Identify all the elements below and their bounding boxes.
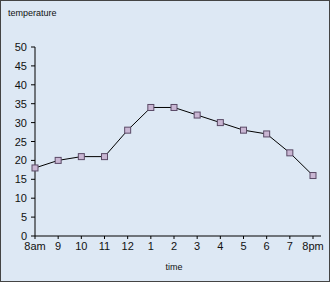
y-tick: [31, 198, 35, 199]
y-tick: [31, 122, 35, 123]
marker: [125, 127, 131, 133]
y-tick: [31, 103, 35, 104]
y-tick: [31, 179, 35, 180]
x-tick-label: 8pm: [302, 240, 323, 252]
x-tick-label: 6: [264, 240, 270, 252]
chart-container: temperature051015202530354045508am910111…: [0, 0, 330, 282]
x-axis-label: time: [165, 262, 182, 272]
chart: temperature051015202530354045508am910111…: [0, 0, 330, 282]
marker: [148, 104, 154, 110]
y-tick-label: 45: [15, 60, 27, 72]
y-tick: [31, 84, 35, 85]
marker: [217, 120, 223, 126]
x-tick: [243, 236, 244, 239]
x-tick: [58, 236, 59, 239]
x-tick-label: 10: [75, 240, 87, 252]
marker: [194, 112, 200, 118]
x-tick: [104, 236, 105, 239]
y-tick: [31, 141, 35, 142]
marker: [32, 165, 38, 171]
x-tick: [174, 236, 175, 239]
line: [35, 107, 313, 175]
y-tick-label: 10: [15, 192, 27, 204]
x-tick-label: 8am: [24, 240, 45, 252]
x-tick-label: 1: [148, 240, 154, 252]
y-tick-label: 50: [15, 41, 27, 53]
x-tick-label: 12: [122, 240, 134, 252]
x-tick-label: 3: [194, 240, 200, 252]
x-tick-label: 7: [287, 240, 293, 252]
y-tick-label: 5: [21, 211, 27, 223]
x-tick: [197, 236, 198, 239]
x-tick: [289, 236, 290, 239]
y-tick: [31, 160, 35, 161]
plot-area: [29, 41, 319, 236]
marker: [78, 154, 84, 160]
x-tick: [127, 236, 128, 239]
y-tick-label: 40: [15, 79, 27, 91]
y-tick: [31, 217, 35, 218]
x-tick-label: 9: [55, 240, 61, 252]
x-axis: [35, 236, 321, 237]
marker: [287, 150, 293, 156]
y-tick-label: 20: [15, 154, 27, 166]
x-tick: [35, 236, 36, 239]
y-tick: [31, 236, 35, 237]
y-tick: [31, 65, 35, 66]
y-tick: [31, 47, 35, 48]
y-tick-label: 15: [15, 173, 27, 185]
marker: [171, 104, 177, 110]
marker: [241, 127, 247, 133]
marker: [102, 154, 108, 160]
marker: [310, 173, 316, 179]
marker: [264, 131, 270, 137]
x-tick-label: 2: [171, 240, 177, 252]
x-tick: [150, 236, 151, 239]
x-tick-label: 4: [217, 240, 223, 252]
x-tick: [81, 236, 82, 239]
x-tick: [266, 236, 267, 239]
marker: [55, 157, 61, 163]
y-tick-label: 35: [15, 98, 27, 110]
x-tick-label: 5: [240, 240, 246, 252]
y-axis-label: temperature: [8, 8, 57, 18]
y-tick-label: 30: [15, 117, 27, 129]
x-tick: [313, 236, 314, 239]
x-tick-label: 11: [99, 240, 110, 252]
x-tick: [220, 236, 221, 239]
y-tick-label: 25: [15, 136, 27, 148]
background: [1, 1, 330, 282]
